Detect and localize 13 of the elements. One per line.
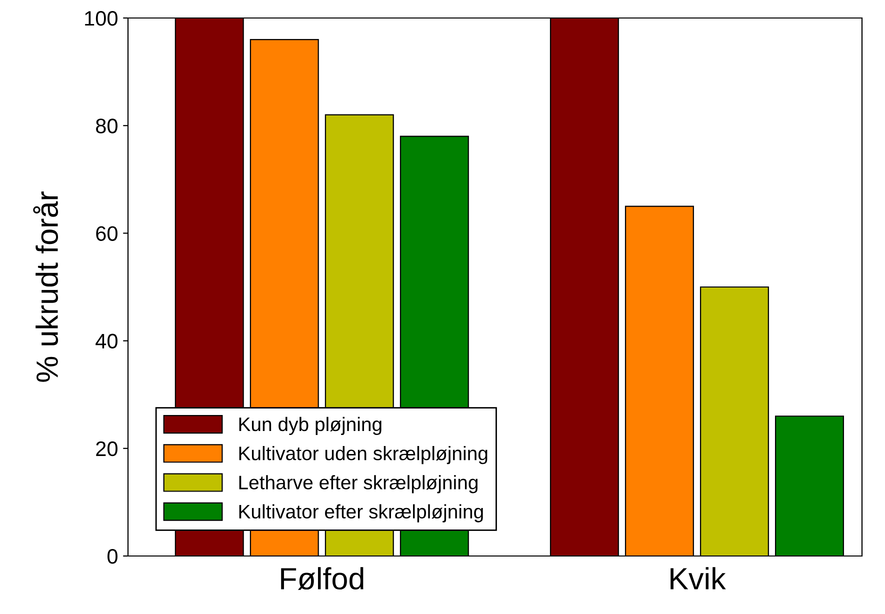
y-tick-label: 80 bbox=[96, 118, 118, 134]
legend-label: Kultivator uden skrælpløjning bbox=[239, 446, 488, 464]
y-tick-label: 100 bbox=[85, 11, 118, 26]
y-tick-label: 40 bbox=[96, 334, 118, 349]
y-tick-label: 0 bbox=[108, 549, 118, 564]
legend-label: Kultivator efter skrælpløjning bbox=[239, 504, 483, 522]
x-tick-label: Kvik bbox=[670, 567, 726, 590]
y-tick-label: 20 bbox=[96, 441, 118, 456]
y-axis-title: % ukrudt forår bbox=[33, 192, 58, 382]
legend-label: Kun dyb pløjning bbox=[239, 416, 382, 436]
legend-label: Letharve efter skrælpløjning bbox=[239, 475, 478, 494]
y-tick-label: 60 bbox=[96, 226, 118, 241]
x-tick-label: Følfod bbox=[281, 567, 364, 590]
